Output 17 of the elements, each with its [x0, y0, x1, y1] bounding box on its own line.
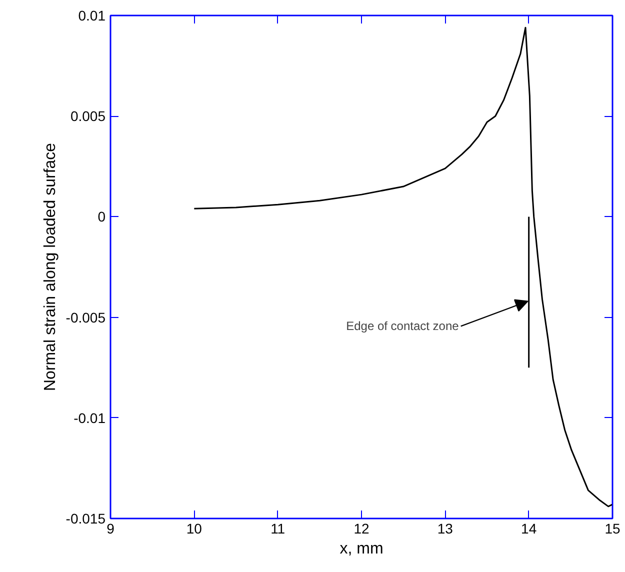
y-axis-title: Normal strain along loaded surface: [42, 142, 59, 392]
annotation: Edge of contact zone: [346, 319, 460, 334]
y-tick-label: 0.01: [78, 8, 106, 24]
x-tick-label: 12: [354, 520, 370, 536]
x-tick-label: 14: [521, 520, 537, 536]
x-axis-title: x, mm: [340, 540, 384, 558]
y-tick-label: -0.005: [66, 309, 106, 326]
x-tick-label: 13: [437, 520, 454, 536]
x-tick-label: 9: [106, 520, 115, 536]
x-tick-label: 15: [604, 520, 620, 536]
y-tick-label: 0: [98, 208, 106, 225]
y-tick-label: -0.01: [74, 410, 106, 426]
x-tick-label: 10: [186, 520, 202, 536]
line-series: [193, 26, 612, 508]
x-tick-label: 11: [270, 520, 286, 536]
y-tick-label: -0.015: [66, 510, 106, 526]
y-tick-label: 0.005: [70, 108, 106, 124]
